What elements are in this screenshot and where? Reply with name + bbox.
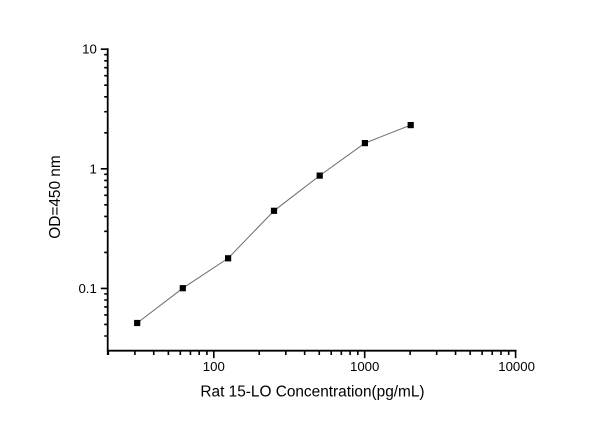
svg-text:OD=450 nm: OD=450 nm <box>47 155 64 238</box>
svg-text:1000: 1000 <box>350 359 379 374</box>
svg-text:1: 1 <box>89 161 96 176</box>
svg-text:0.1: 0.1 <box>78 281 96 296</box>
svg-text:10000: 10000 <box>498 359 535 374</box>
svg-text:Rat 15-LO Concentration(pg/mL): Rat 15-LO Concentration(pg/mL) <box>200 383 424 400</box>
svg-text:100: 100 <box>203 359 225 374</box>
svg-text:10: 10 <box>82 42 97 57</box>
